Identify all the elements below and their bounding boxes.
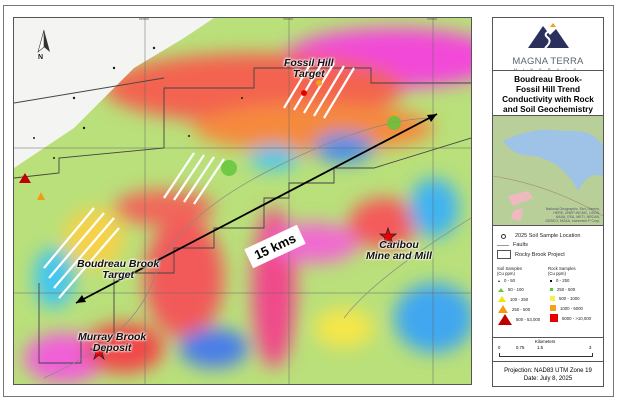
arrow-head-ne [427, 114, 437, 122]
grid-tick: 700000 [283, 17, 294, 21]
legend-rock-class: 250 - 500 [550, 287, 575, 292]
legend-soil-class: 250 - 500 [498, 305, 530, 313]
map-legend-panel: MAGNA TERRA MINERALS Boudreau Brook- Foss… [492, 17, 604, 387]
murray-star-icon [89, 341, 109, 361]
label-fossil-hill: Fossil Hill Target [284, 57, 334, 80]
fault-line-icon [497, 244, 509, 246]
north-label: N [38, 54, 44, 61]
scale-tick: 1.5 [537, 345, 543, 350]
project-box-icon [497, 250, 511, 259]
soil-triangle-icon [498, 296, 506, 302]
soil-class-label: 0 - 50 [504, 278, 515, 283]
logo-sub: MINERALS [513, 67, 583, 72]
caribou-star-icon [378, 226, 398, 246]
legend-soil-class: 50 - 100 [498, 287, 524, 292]
legend-soil-class: 500 - 53,000 [498, 314, 540, 325]
north-arrow-icon [37, 29, 50, 53]
rock-class-label: 1000 - 5000 [560, 305, 583, 311]
conductivity-map[interactable]: N Fossil Hill Target Caribou Mine and Mill… [13, 17, 472, 385]
logo-name: MAGNA TERRA [512, 56, 584, 67]
soil-class-label: 100 - 250 [510, 296, 529, 302]
soil-sample-medium [37, 192, 45, 200]
scale-title: Kilometers [535, 339, 556, 344]
label-murray: Murray Brook Deposit [78, 331, 147, 354]
rock-square-icon [550, 305, 556, 311]
rock-square-icon [550, 288, 553, 291]
inset-map [493, 129, 603, 221]
rock-class-label: 5000 - >10,000 [562, 315, 592, 321]
utm-grid [14, 18, 471, 384]
rock-class-label: 500 - 1000 [559, 296, 580, 301]
label-caribou: Caribou Mine and Mill [366, 239, 432, 262]
rock-square-icon [550, 314, 558, 322]
legend-rock-class: 500 - 1000 [550, 296, 580, 301]
legend-rock-class: 5000 - >10,000 [550, 314, 591, 322]
soil-class-label: 50 - 100 [508, 287, 524, 292]
fault-lines [43, 117, 471, 379]
soil-class-label: 250 - 500 [512, 306, 531, 312]
legend-faults: Faults [513, 242, 528, 248]
project-boundary-south [14, 77, 471, 364]
soil-triangle-icon [498, 287, 504, 292]
no-data-area [14, 18, 214, 168]
grid-tick: 695000 [139, 17, 150, 21]
project-boundary [14, 67, 471, 179]
label-boudreau: Boudreau Brook Target [77, 258, 160, 281]
rock-square-icon [550, 279, 552, 282]
legend-rock-class: 1000 - 5000 [550, 305, 583, 311]
legend-soil-class: 0 - 50 [498, 278, 515, 283]
projection-text: Projection: NAD83 UTM Zone 19 [504, 368, 592, 374]
arrow-head-sw [76, 295, 86, 303]
distance-line [75, 113, 438, 304]
soil-location-icon [501, 233, 506, 239]
scale-line [499, 353, 593, 357]
map-frame [3, 5, 614, 397]
legend-rock-class: 0 - 250 [550, 278, 569, 283]
scale-bar: Kilometers 0 0.75 1.5 3 [493, 338, 603, 362]
scale-tick: 0.75 [516, 345, 525, 350]
rock-sample-points [33, 46, 401, 176]
legend-soil-class: 100 - 250 [498, 296, 528, 302]
rock-class-label: 250 - 500 [557, 287, 576, 292]
location-inset-map: National Geographic, Esri, Garmin, HERE,… [493, 116, 603, 226]
legend-project: Rocky Brook Project [515, 251, 565, 258]
soil-sample-high [19, 173, 31, 183]
rock-square-icon [550, 296, 555, 301]
rock-header: Rock Samples (Cu ppm) [548, 266, 576, 276]
projection-info: Projection: NAD83 UTM Zone 19 Date: July… [493, 362, 603, 388]
soil-triangle-icon [498, 279, 500, 282]
mountain-logo-icon [528, 23, 569, 49]
legend-soil-location: 2025 Soil Sample Location [515, 233, 581, 239]
inset-credit: National Geographic, Esri, Garmin, HERE,… [545, 207, 600, 223]
map-layers [14, 18, 471, 384]
soil-triangle-icon [498, 305, 508, 313]
map-title: Boudreau Brook- Fossil Hill Trend Conducti… [493, 71, 603, 116]
rock-class-label: 0 - 250 [556, 278, 570, 283]
soil-sample-lines [43, 57, 355, 299]
soil-class-label: 500 - 53,000 [516, 317, 541, 322]
grid-tick: 705000 [427, 17, 438, 21]
soil-triangle-icon [498, 314, 512, 325]
soil-header: Soil Samples (Cu ppm) [497, 266, 523, 276]
date-text: Date: July 8, 2025 [523, 376, 573, 382]
scale-tick: 3 [589, 345, 592, 350]
legend: 2025 Soil Sample Location Faults Rocky B… [493, 226, 603, 338]
scale-tick: 0 [498, 345, 501, 350]
company-logo: MAGNA TERRA MINERALS [493, 18, 603, 72]
